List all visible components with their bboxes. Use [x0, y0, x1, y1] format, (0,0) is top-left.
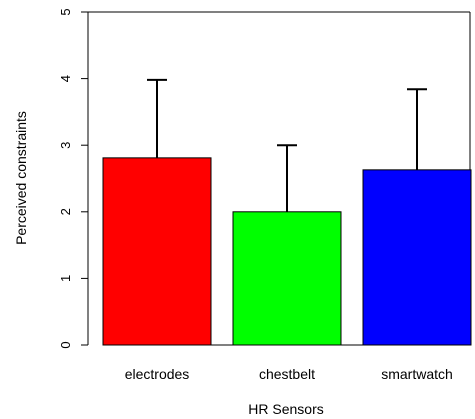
y-tick-label: 0: [58, 341, 73, 348]
error-bars-group: [147, 78, 427, 212]
x-category-label: electrodes: [125, 366, 190, 382]
bar-chestbelt: [232, 211, 342, 346]
y-tick-label: 2: [58, 208, 73, 215]
y-tick-label: 5: [58, 8, 73, 15]
y-tick-label: 3: [58, 142, 73, 149]
bar-electrodes: [102, 157, 212, 346]
y-tick-label: 1: [58, 275, 73, 282]
x-axis-categories: electrodes chestbelt smartwatch: [125, 366, 453, 382]
bars-group: [102, 157, 472, 346]
y-tick-label: 4: [58, 75, 73, 82]
x-category-label: smartwatch: [381, 366, 453, 382]
y-axis-ticks: 0 1 2 3 4 5: [58, 8, 88, 349]
y-axis-title: Perceived constraints: [13, 111, 29, 245]
x-axis-title: HR Sensors: [248, 401, 323, 417]
x-category-label: chestbelt: [259, 366, 315, 382]
bar-smartwatch: [362, 169, 472, 346]
